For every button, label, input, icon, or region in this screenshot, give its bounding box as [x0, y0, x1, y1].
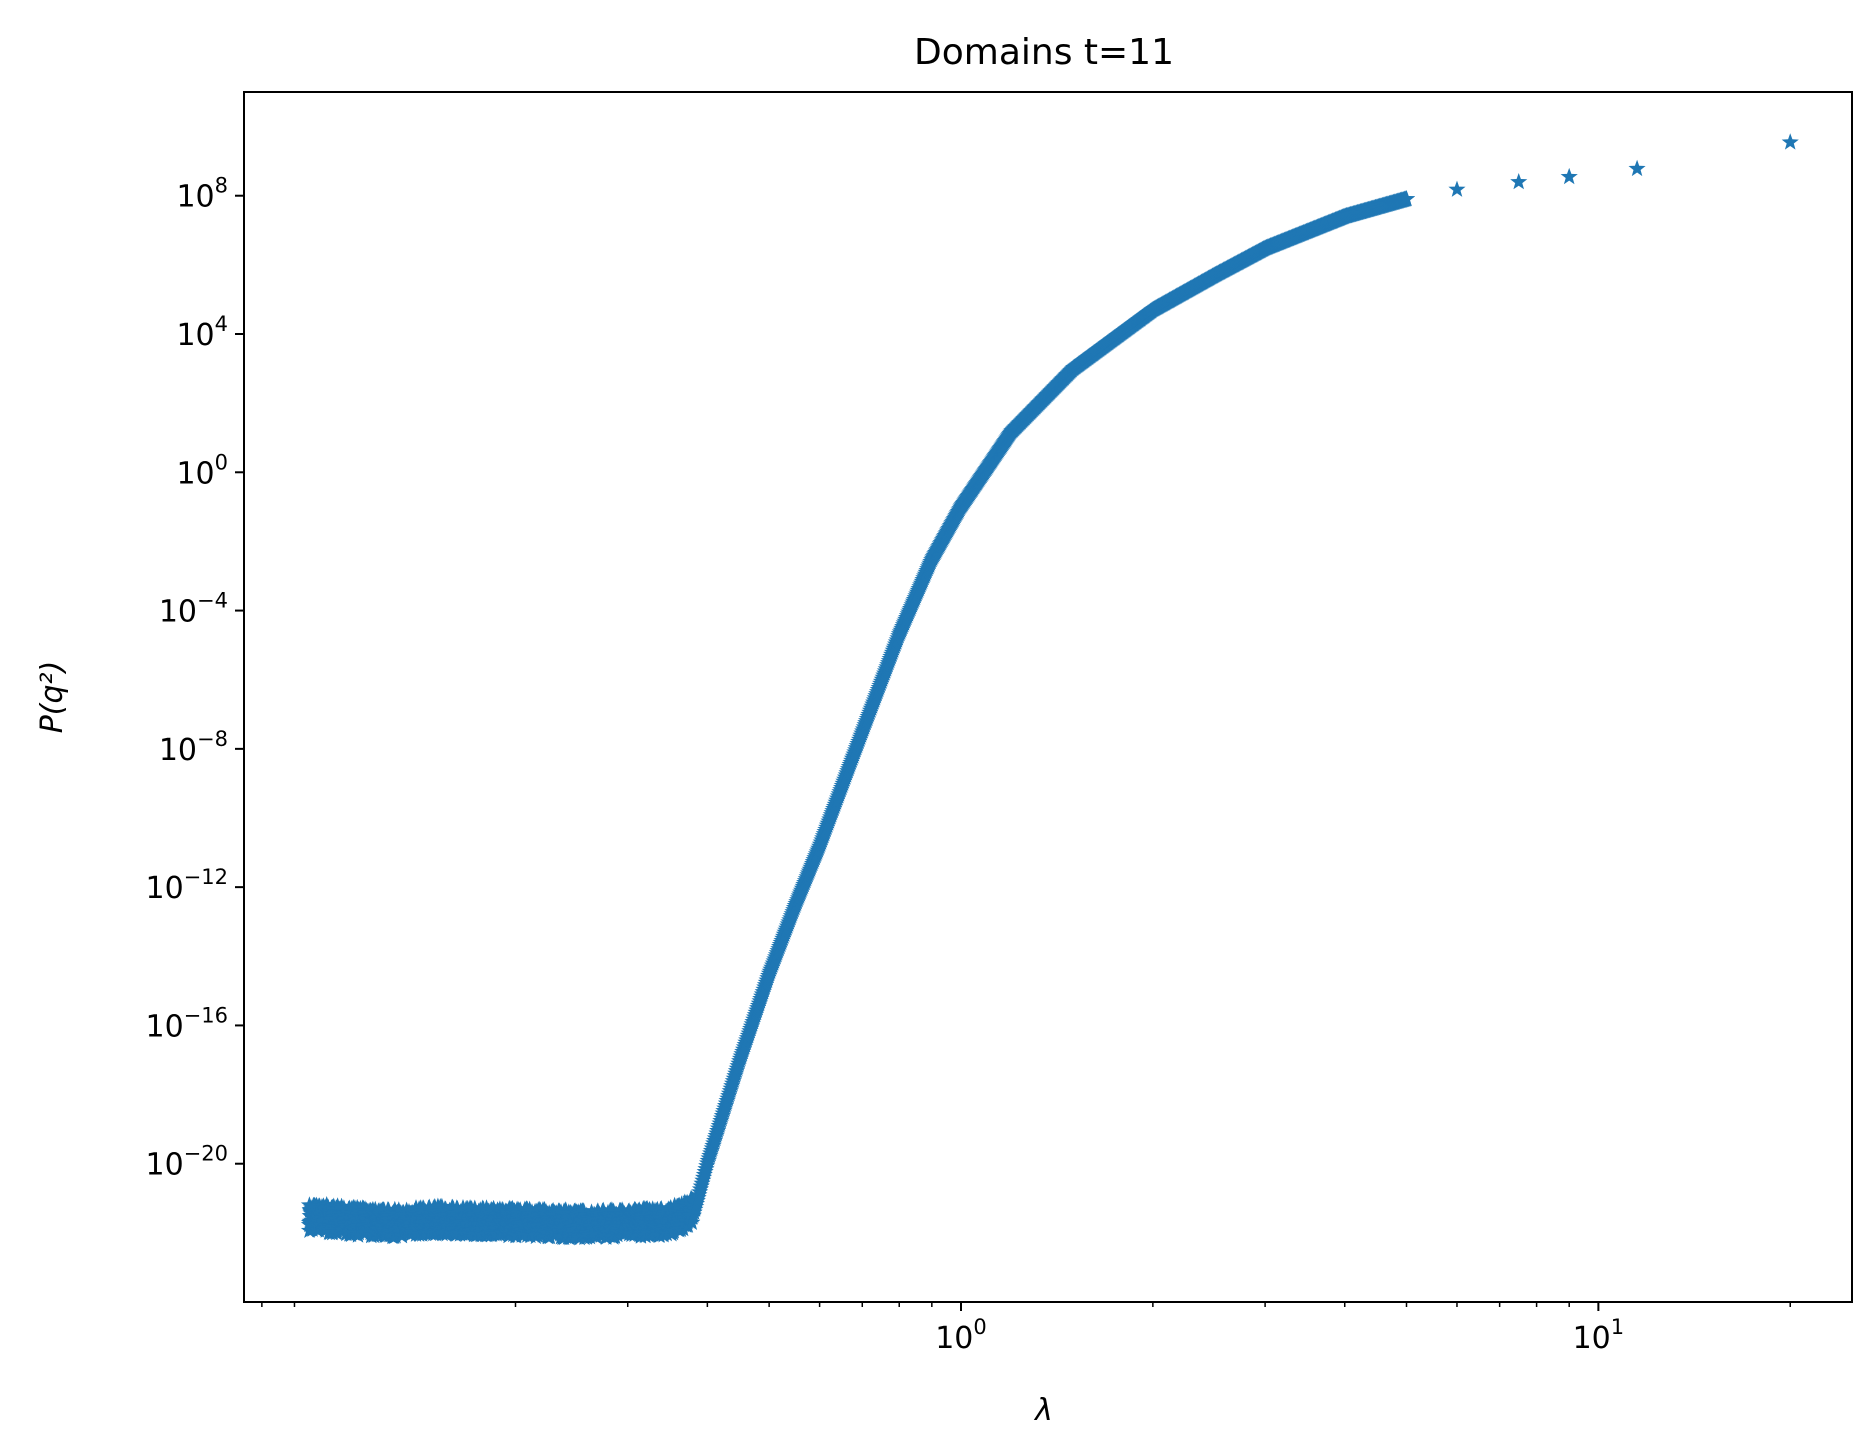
- plot-frame: [243, 91, 1853, 1303]
- y-tick-label: 10−12: [145, 865, 228, 906]
- data-point: [1560, 167, 1578, 185]
- y-ticks: 108 104 100 10−4 10−8 10−12 10−16 10−20: [145, 174, 244, 1183]
- y-tick-label: 10−8: [159, 727, 228, 768]
- y-tick-label: 10−16: [145, 1003, 228, 1044]
- x-tick-label: 100: [935, 1315, 987, 1356]
- chart-title: Domains t=11: [914, 32, 1174, 73]
- y-tick-label: 104: [176, 312, 228, 353]
- x-tick-label: 101: [1573, 1315, 1625, 1356]
- data-point: [683, 1213, 701, 1230]
- data-point: [365, 1218, 383, 1235]
- data-point: [521, 1200, 539, 1217]
- data-layer: [300, 133, 1799, 1246]
- data-point: [594, 1201, 612, 1218]
- data-point: [1397, 190, 1416, 207]
- x-ticks: 100 101: [261, 1302, 1791, 1356]
- data-point: [575, 1202, 593, 1219]
- y-axis-label: P(q²): [35, 661, 70, 734]
- data-point: [1628, 159, 1646, 177]
- data-point: [1448, 180, 1466, 197]
- y-tick-label: 108: [176, 174, 228, 215]
- data-point: [652, 1200, 670, 1217]
- data-point: [1510, 173, 1528, 190]
- data-point: [1781, 133, 1799, 150]
- y-tick-label: 10−20: [145, 1142, 228, 1183]
- y-tick-label: 100: [176, 450, 228, 491]
- x-axis-label: λ: [1033, 1393, 1053, 1428]
- y-tick-label: 10−4: [159, 589, 228, 630]
- data-point: [433, 1197, 451, 1214]
